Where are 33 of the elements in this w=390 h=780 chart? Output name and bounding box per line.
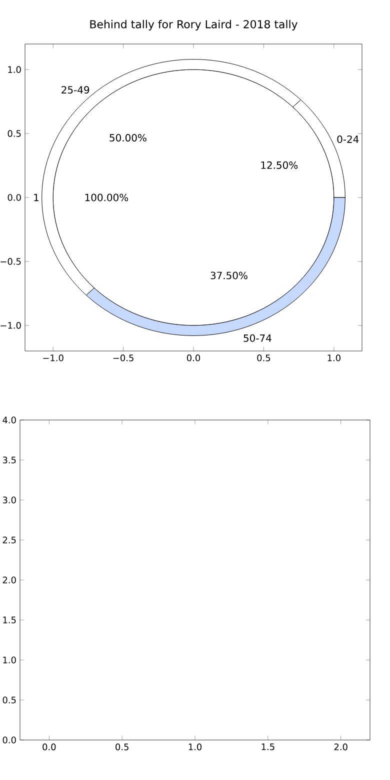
y-tick-label: 3.0 (2, 496, 16, 504)
x-tick-label: 0.5 (116, 744, 128, 750)
y-tick-label: 4.0 (2, 416, 16, 424)
y-tick-label: 1.5 (3, 616, 16, 624)
x-tick-label: 1.0 (188, 744, 202, 750)
x-tick-label: 0.5 (257, 354, 270, 362)
x-tick-label: 2.0 (334, 744, 348, 750)
slice-label: 0-24 (337, 135, 359, 144)
x-tick-label: 0.0 (42, 744, 56, 750)
x-tick-label: −1.0 (43, 354, 64, 362)
x-tick-label: −0.5 (113, 354, 134, 362)
y-tick-label: 0.0 (8, 194, 21, 201)
y-tick-label: 2.5 (2, 536, 16, 544)
data-label: 50.00% (110, 134, 146, 142)
data-label: 100.00% (85, 194, 128, 202)
x-tick-label: 1.0 (328, 354, 340, 362)
y-tick-label: 0.5 (8, 130, 21, 137)
x-tick-label: 0.0 (186, 354, 200, 362)
y-tick-label: −0.5 (0, 258, 21, 265)
y-tick-label: −1.0 (0, 322, 21, 329)
y-tick-label: 2.0 (2, 576, 16, 584)
slice-label: 50-74 (244, 334, 272, 342)
slice-label: 1 (34, 194, 38, 202)
y-tick-label: 1.0 (3, 656, 16, 664)
y-tick-label: 0.5 (2, 696, 16, 704)
chart-title: Behind tally for Rory Laird - 2018 tally (90, 20, 298, 30)
slice-label: 25-49 (62, 86, 90, 94)
data-label: 12.50% (261, 161, 298, 169)
data-label: 37.50% (210, 272, 248, 280)
y-tick-label: 0.0 (2, 736, 16, 744)
x-tick-label: 1.5 (262, 744, 274, 750)
y-tick-label: 1.0 (8, 66, 21, 73)
y-tick-label: 3.5 (2, 456, 16, 464)
